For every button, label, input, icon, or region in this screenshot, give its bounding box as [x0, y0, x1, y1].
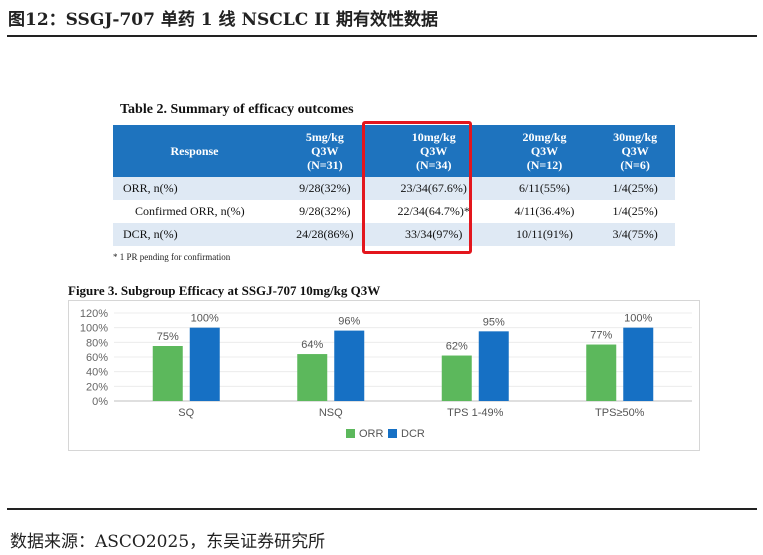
table-header-row: Response 5mg/kg Q3W (N=31) 10mg/kg Q3W (N=34… [113, 125, 675, 177]
table-cell: 6/11(55%) [493, 177, 596, 200]
y-tick-label: 20% [86, 381, 108, 393]
bar-dcr [189, 327, 220, 401]
table-title: Table 2. Summary of efficacy outcomes [120, 102, 354, 117]
header-line: (N=6) [620, 158, 650, 172]
table-cell: 23/34(67.6%) [373, 177, 494, 200]
chart-frame [68, 300, 700, 451]
legend-swatch-orr [346, 429, 355, 438]
table-footnote: * 1 PR pending for confirmation [113, 252, 231, 262]
table-row-confirmed-orr: Confirmed ORR, n(%) 9/28(32%) 22/34(64.7… [113, 200, 675, 223]
row-label: Confirmed ORR, n(%) [113, 200, 276, 223]
x-tick-label: TPS 1-49% [447, 407, 503, 419]
header-line: 30mg/kg [613, 130, 658, 144]
highlight-box-10mg [362, 121, 472, 254]
bar-orr [586, 344, 617, 401]
legend-swatch-dcr [388, 429, 397, 438]
header-response: Response [113, 125, 276, 177]
subgroup-bar-chart: 0% 20% 40% 60% 80% 100% 120% 75% 100% SQ 64% 96% NSQ… [80, 308, 692, 440]
legend-label-orr: ORR [359, 428, 384, 440]
y-tick-label: 0% [92, 396, 108, 408]
bottom-divider [7, 508, 757, 510]
y-tick-label: 100% [80, 323, 108, 335]
y-tick-label: 80% [86, 337, 108, 349]
chart-title: Figure 3. Subgroup Efficacy at SSGJ-707 … [68, 283, 381, 298]
table-cell: 4/11(36.4%) [493, 200, 596, 223]
table-cell: 24/28(86%) [276, 223, 374, 246]
data-label: 64% [301, 339, 323, 351]
table-cell: 9/28(32%) [276, 200, 374, 223]
header-line: (N=31) [307, 158, 343, 172]
table-cell: 1/4(25%) [595, 200, 675, 223]
data-label: 100% [624, 313, 652, 325]
header-line: 10mg/kg [411, 130, 456, 144]
bar-orr [152, 346, 183, 401]
header-5mg: 5mg/kg Q3W (N=31) [276, 125, 374, 177]
header-line: (N=34) [415, 158, 452, 172]
row-label: DCR, n(%) [113, 223, 276, 246]
source-note: 数据来源：ASCO2025，东吴证券研究所 [10, 532, 326, 552]
table-cell: 9/28(32%) [276, 177, 374, 200]
table-cell: 10/11(91%) [493, 223, 596, 246]
bar-orr [441, 355, 472, 401]
header-line: (N=12) [526, 158, 563, 172]
header-20mg: 20mg/kg Q3W (N=12) [493, 125, 596, 177]
table-cell: 22/34(64.7%)* [373, 200, 494, 223]
x-tick-label: NSQ [319, 407, 343, 419]
data-label: 62% [446, 341, 468, 353]
header-line: 20mg/kg [522, 130, 567, 144]
data-label: 95% [483, 316, 505, 328]
data-label: 100% [191, 313, 219, 325]
table-cell: 1/4(25%) [595, 177, 675, 200]
header-line: Response [170, 144, 219, 158]
figure-title: 图12：SSGJ-707 单药 1 线 NSCLC II 期有效性数据 [8, 10, 439, 30]
bar-dcr [623, 327, 654, 401]
table-cell: 3/4(75%) [595, 223, 675, 246]
header-line: Q3W [420, 144, 448, 158]
header-line: Q3W [621, 144, 649, 158]
data-label: 75% [157, 331, 179, 343]
header-line: Q3W [530, 144, 559, 158]
x-tick-label: TPS≥50% [595, 407, 645, 419]
bar-orr [297, 354, 328, 401]
data-label: 96% [338, 316, 360, 328]
y-tick-label: 120% [80, 308, 108, 320]
efficacy-table: Response 5mg/kg Q3W (N=31) 10mg/kg Q3W (N=34… [113, 125, 675, 246]
header-30mg: 30mg/kg Q3W (N=6) [595, 125, 675, 177]
bar-dcr [478, 331, 509, 401]
bar-dcr [334, 330, 365, 401]
x-tick-label: SQ [178, 407, 194, 419]
table-row-orr: ORR, n(%) 9/28(32%) 23/34(67.6%) 6/11(55… [113, 177, 675, 200]
header-line: 5mg/kg [305, 130, 344, 144]
data-label: 77% [590, 330, 612, 342]
table-row-dcr: DCR, n(%) 24/28(86%) 33/34(97%) 10/11(91… [113, 223, 675, 246]
header-10mg: 10mg/kg Q3W (N=34) [373, 125, 494, 177]
top-divider [7, 35, 757, 37]
y-tick-label: 40% [86, 367, 108, 379]
row-label: ORR, n(%) [113, 177, 276, 200]
header-line: Q3W [311, 144, 339, 158]
legend-label-dcr: DCR [401, 428, 425, 440]
table-cell: 33/34(97%) [373, 223, 494, 246]
y-tick-label: 60% [86, 352, 108, 364]
